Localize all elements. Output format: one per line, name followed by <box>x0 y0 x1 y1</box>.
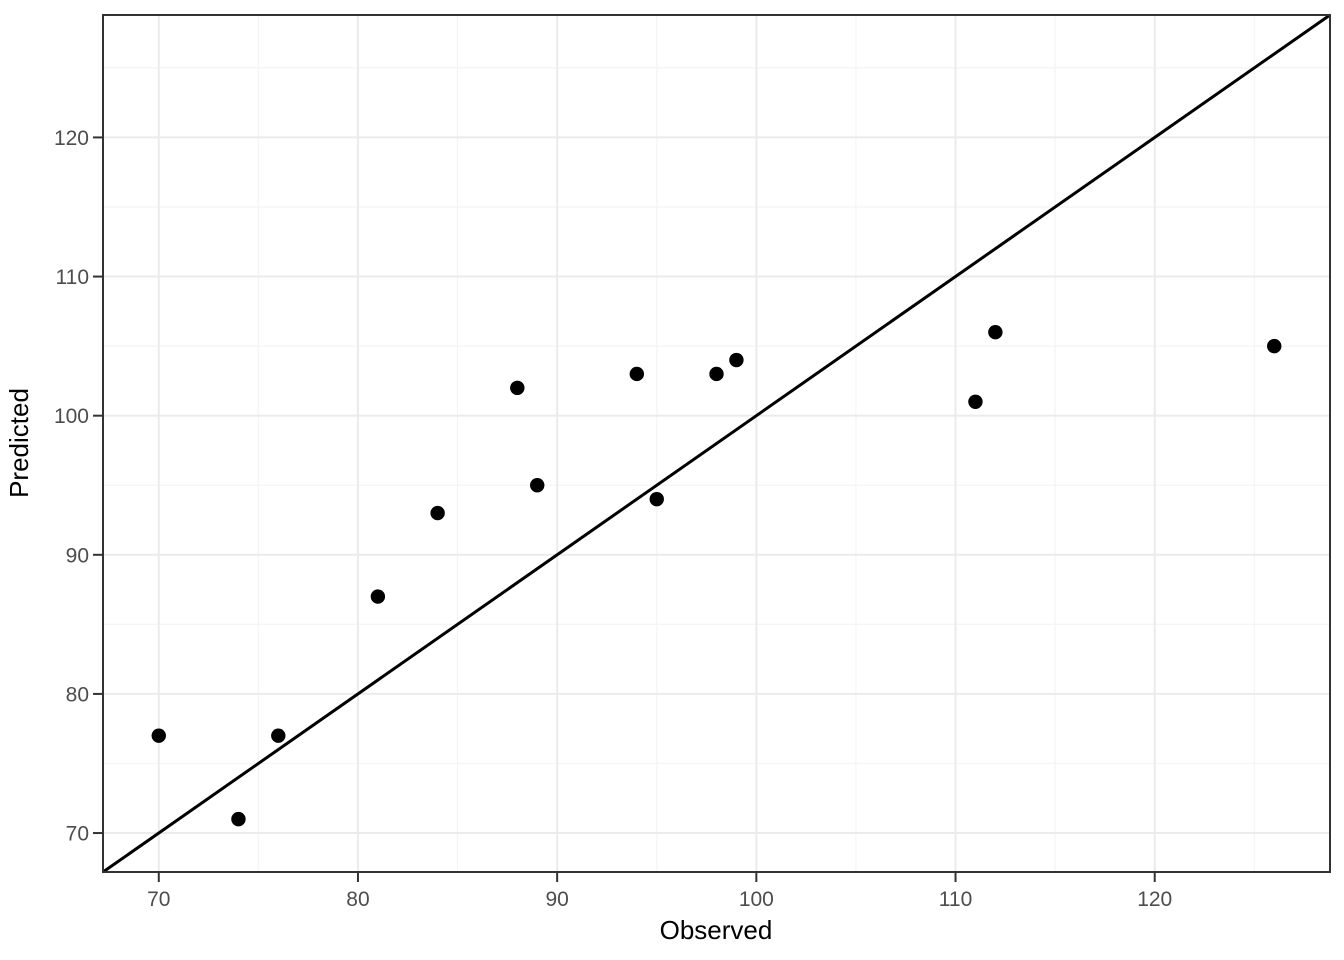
y-tick-label: 80 <box>66 683 89 706</box>
data-point <box>430 505 445 521</box>
data-point <box>629 366 645 382</box>
y-tick-label: 90 <box>66 544 89 567</box>
x-tick-label: 120 <box>1137 888 1172 911</box>
grid-minor-layer <box>103 15 1330 872</box>
reference-line-layer <box>102 13 1331 874</box>
y-tick-label: 70 <box>66 823 89 846</box>
tick-mark-layer <box>93 136 1156 882</box>
data-point <box>530 478 545 493</box>
y-tick-label: 120 <box>54 127 89 150</box>
data-point <box>709 366 724 382</box>
data-point <box>988 325 1003 340</box>
x-axis-title: Observed <box>660 915 773 945</box>
y-tick-label: 110 <box>56 266 89 289</box>
data-point <box>370 589 386 604</box>
data-point <box>231 811 246 827</box>
x-tick-label: 70 <box>147 888 170 911</box>
data-point <box>1267 338 1282 354</box>
data-point <box>968 394 983 409</box>
x-tick-label: 110 <box>939 888 972 911</box>
data-point <box>510 380 525 396</box>
x-tick-label: 80 <box>346 888 369 911</box>
data-point-layer <box>151 325 1282 827</box>
panel-border <box>102 14 1331 873</box>
data-point <box>729 352 744 368</box>
tick-label-layer: 70 80 90 100 110 120 70 80 90 100 110 120 <box>54 127 1172 911</box>
x-tick-label: 90 <box>545 888 568 911</box>
y-axis-title: Predicted <box>4 388 34 498</box>
x-tick-label: 100 <box>739 888 774 911</box>
identity-line <box>102 13 1331 874</box>
y-tick-label: 100 <box>54 405 89 428</box>
data-point <box>271 728 286 743</box>
data-point <box>649 491 664 507</box>
data-point <box>151 728 166 743</box>
